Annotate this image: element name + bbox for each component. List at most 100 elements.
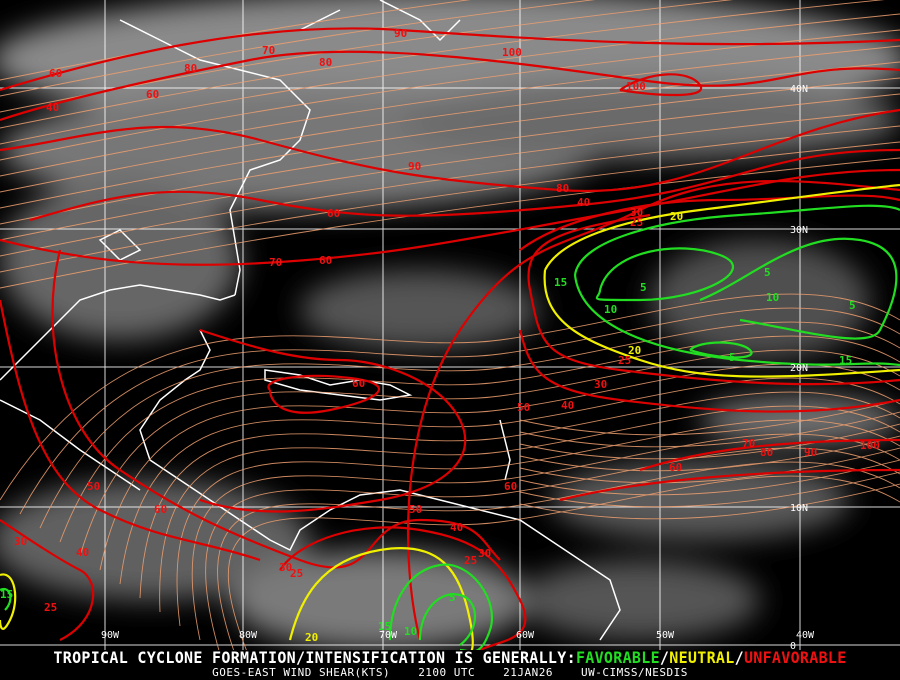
shear-contours xyxy=(0,27,900,650)
streamline xyxy=(519,435,900,472)
contour-label: 80 xyxy=(184,62,197,75)
latitude-label: 0 xyxy=(790,641,796,650)
contour-label: 15 xyxy=(0,588,13,601)
legend-neutral: NEUTRAL xyxy=(669,648,735,668)
streamline xyxy=(0,0,595,97)
latitude-label: 40N xyxy=(790,84,808,95)
streamline xyxy=(139,391,900,599)
product-date: 21JAN26 xyxy=(503,666,554,679)
shear-contour xyxy=(0,519,95,641)
shear-contour xyxy=(527,213,900,386)
contour-label: 80 xyxy=(760,446,773,459)
streamline xyxy=(519,411,900,448)
shear-contour xyxy=(0,50,900,122)
streamline xyxy=(519,447,900,484)
contour-label: 90 xyxy=(394,27,407,40)
longitude-label: 40W xyxy=(796,630,815,641)
latitude-label: 10N xyxy=(790,503,808,514)
grid-labels: 90W 80W 70W 60W 50W 40W 40N 30N 20N 10N 0 xyxy=(101,84,815,650)
product-time: 2100 UTC xyxy=(418,666,476,679)
streamline xyxy=(0,293,900,501)
streamline xyxy=(0,0,471,81)
streamline xyxy=(39,321,900,529)
coastlines xyxy=(0,0,621,641)
shear-contour xyxy=(573,204,900,276)
shear-contour xyxy=(0,299,261,562)
contour-label: 25 xyxy=(630,216,643,229)
contour-label: 40 xyxy=(577,196,590,209)
contour-label: 50 xyxy=(87,480,100,493)
streamline xyxy=(0,125,900,257)
streamline xyxy=(519,423,900,460)
contour-label: 5 xyxy=(640,281,647,294)
contour-label: 15 xyxy=(554,276,567,289)
streamline xyxy=(0,93,900,225)
contour-label: 10 xyxy=(604,303,617,316)
streamline xyxy=(0,29,900,161)
shear-contour xyxy=(573,274,900,367)
contour-label: 60 xyxy=(154,503,167,516)
streamline xyxy=(227,475,900,650)
streamline xyxy=(0,61,900,193)
contour-label: 50 xyxy=(517,401,530,414)
shear-contour xyxy=(518,329,900,413)
contour-label: 60 xyxy=(49,67,62,80)
streamline xyxy=(99,363,900,571)
legend-sep: / xyxy=(734,648,744,668)
streamline xyxy=(519,399,900,436)
contour-label: 60 xyxy=(327,207,340,220)
product-name: GOES-EAST WIND SHEAR(KTS) xyxy=(212,666,391,679)
latitude-label: 20N xyxy=(790,363,808,374)
shear-contour xyxy=(0,587,12,611)
contour-label: 30 xyxy=(14,535,27,548)
streamline xyxy=(217,461,900,650)
shear-contour xyxy=(418,593,476,646)
streamline xyxy=(59,335,900,543)
streamline xyxy=(0,77,900,209)
shear-contour xyxy=(519,194,900,251)
longitude-label: 50W xyxy=(656,630,675,641)
legend-footer: TROPICAL CYCLONE FORMATION/INTENSIFICATI… xyxy=(0,648,900,680)
shear-contour xyxy=(51,249,501,569)
streamline xyxy=(0,141,900,273)
longitude-label: 70W xyxy=(379,630,398,641)
contour-label: 15 xyxy=(839,354,852,367)
shear-contour xyxy=(544,183,900,271)
contour-label: 100 xyxy=(626,80,646,93)
contour-label: 40 xyxy=(46,101,59,114)
contour-label: 20 xyxy=(305,631,318,644)
contour-label: 25 xyxy=(290,567,303,580)
contour-label: 25 xyxy=(464,554,477,567)
longitude-label: 60W xyxy=(516,630,535,641)
contour-label: 15 xyxy=(378,620,391,633)
streamline xyxy=(205,447,900,650)
longitude-label: 90W xyxy=(101,630,120,641)
contour-label: 25 xyxy=(44,601,57,614)
shear-contour xyxy=(0,108,900,193)
contour-label: 60 xyxy=(669,461,682,474)
shear-contour xyxy=(288,547,474,650)
legend-prefix: TROPICAL CYCLONE FORMATION/INTENSIFICATI… xyxy=(53,648,576,668)
contour-label: 100 xyxy=(860,439,880,452)
shear-contour xyxy=(543,269,900,378)
contour-label: 30 xyxy=(279,561,292,574)
contour-label: 30 xyxy=(630,206,643,219)
legend-sep: / xyxy=(659,648,670,668)
contour-label: 20 xyxy=(670,210,683,223)
contour-label: 10 xyxy=(404,625,417,638)
streamline xyxy=(191,433,900,641)
product-info: GOES-EAST WIND SHEAR(KTS) 2100 UTC 21JAN26… xyxy=(0,667,900,679)
contour-label: 80 xyxy=(319,56,332,69)
contour-label: 60 xyxy=(352,377,365,390)
satellite-map: 90W 80W 70W 60W 50W 40W 40N 30N 20N 10N 0 90 100 100… xyxy=(0,0,900,650)
streamline xyxy=(0,157,900,289)
contour-label: 40 xyxy=(561,399,574,412)
contour-label: 5 xyxy=(849,299,856,312)
contour-label: 5 xyxy=(449,591,456,604)
contour-label: 90 xyxy=(408,160,421,173)
formation-legend: TROPICAL CYCLONE FORMATION/INTENSIFICATI… xyxy=(0,648,900,668)
legend-unfavorable: UNFAVORABLE xyxy=(743,648,847,668)
streamline xyxy=(159,405,900,613)
